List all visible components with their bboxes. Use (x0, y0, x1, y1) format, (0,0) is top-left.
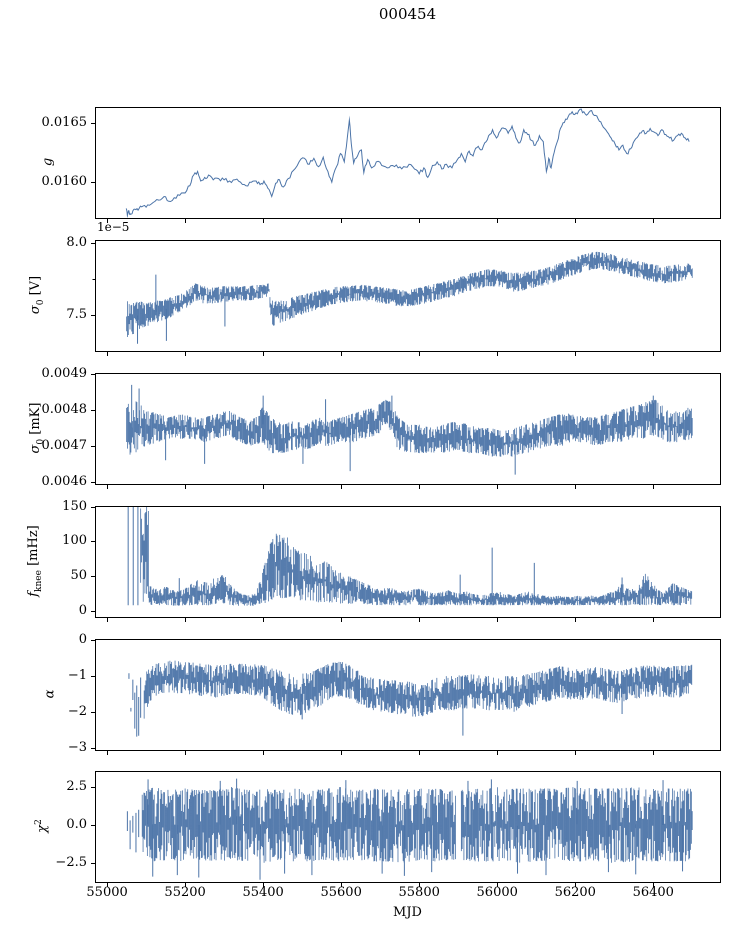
y-tick-label: 0.0046 (41, 473, 88, 489)
x-tick-label: 55400 (242, 885, 284, 900)
y-axis-offset-label: 1e−5 (97, 220, 130, 234)
y-tick-label: 0.0047 (41, 437, 88, 453)
x-tick-label: 56200 (554, 885, 596, 900)
x-tick-label: 55800 (398, 885, 440, 900)
y-tick-label: 7.5 (66, 306, 87, 322)
alpha-symbol: α (42, 689, 58, 699)
y-tick-label: −2 (67, 704, 87, 720)
y-tick-label: 8.0 (66, 234, 87, 250)
y-axis-label-g: g (41, 158, 56, 166)
unit-v: [V] (28, 275, 44, 300)
y-axis-label-alpha: α (43, 690, 58, 699)
f-symbol: f (26, 591, 42, 597)
y-tick-label: 0.0165 (41, 114, 88, 130)
x-tick-label: 55000 (86, 885, 128, 900)
y-tick-label: 0.0049 (41, 366, 88, 382)
figure-title: 000454 (378, 5, 437, 23)
y-tick-label: 0 (78, 602, 87, 618)
y-axis-label-g-text: g (40, 157, 56, 167)
y-tick-label: −1 (67, 668, 87, 684)
y-tick-label: −2.5 (55, 854, 87, 870)
y-tick-label: 0 (78, 632, 87, 648)
x-tick-label: 55600 (320, 885, 362, 900)
y-tick-label: 0.0 (66, 816, 87, 832)
x-tick-label: 56400 (632, 885, 674, 900)
x-tick-label: 55200 (164, 885, 206, 900)
x-tick-label: 56000 (476, 885, 518, 900)
y-tick-label: 2.5 (66, 778, 87, 794)
y-tick-label: 100 (62, 533, 87, 549)
y-tick-label: 150 (62, 498, 87, 514)
x-axis-label: MJD (393, 905, 422, 920)
y-tick-label: 0.0160 (41, 174, 88, 190)
y-tick-label: −3 (67, 740, 87, 756)
sigma-subscript: 0 (35, 299, 46, 306)
y-tick-label: 0.0048 (41, 402, 88, 417)
y-tick-label: 50 (70, 568, 87, 584)
